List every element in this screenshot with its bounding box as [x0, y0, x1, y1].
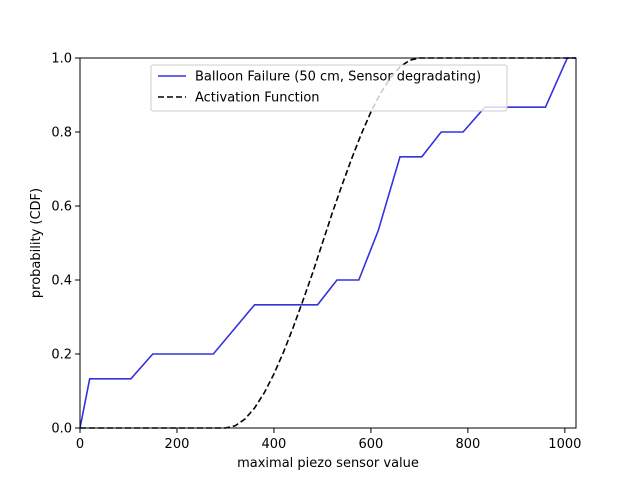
x-tick-label: 1000 — [548, 437, 581, 452]
x-tick-label: 800 — [455, 437, 480, 452]
series-layer — [79, 57, 576, 429]
x-axis-label: maximal piezo sensor value — [237, 456, 419, 471]
y-axis-label: probability (CDF) — [29, 188, 44, 298]
x-tick-label: 600 — [358, 437, 383, 452]
x-tick-label: 200 — [165, 437, 190, 452]
ticks-layer: 0 200 400 600 800 1000 0.0 0.2 0.4 0.6 0.8 1.0 — [51, 52, 581, 453]
y-tick-label: 0.4 — [51, 274, 72, 289]
series-line-activation-function — [80, 57, 576, 429]
y-tick-label: 0.2 — [51, 348, 72, 363]
x-tick-label: 400 — [262, 437, 287, 452]
y-tick-label: 0.6 — [51, 200, 72, 215]
legend-entry-balloon-failure: Balloon Failure (50 cm, Sensor degradati… — [195, 70, 481, 85]
y-tick-label: 1.0 — [51, 52, 72, 67]
plot-frame — [79, 57, 577, 429]
legend: Balloon Failure (50 cm, Sensor degradati… — [150, 64, 508, 112]
x-tick-label: 0 — [76, 437, 84, 452]
y-tick-label: 0.0 — [51, 422, 72, 437]
series-line-balloon-failure — [79, 57, 576, 429]
legend-entry-activation-function: Activation Function — [195, 91, 320, 106]
y-tick-label: 0.8 — [51, 126, 72, 141]
legend-box — [150, 64, 508, 112]
